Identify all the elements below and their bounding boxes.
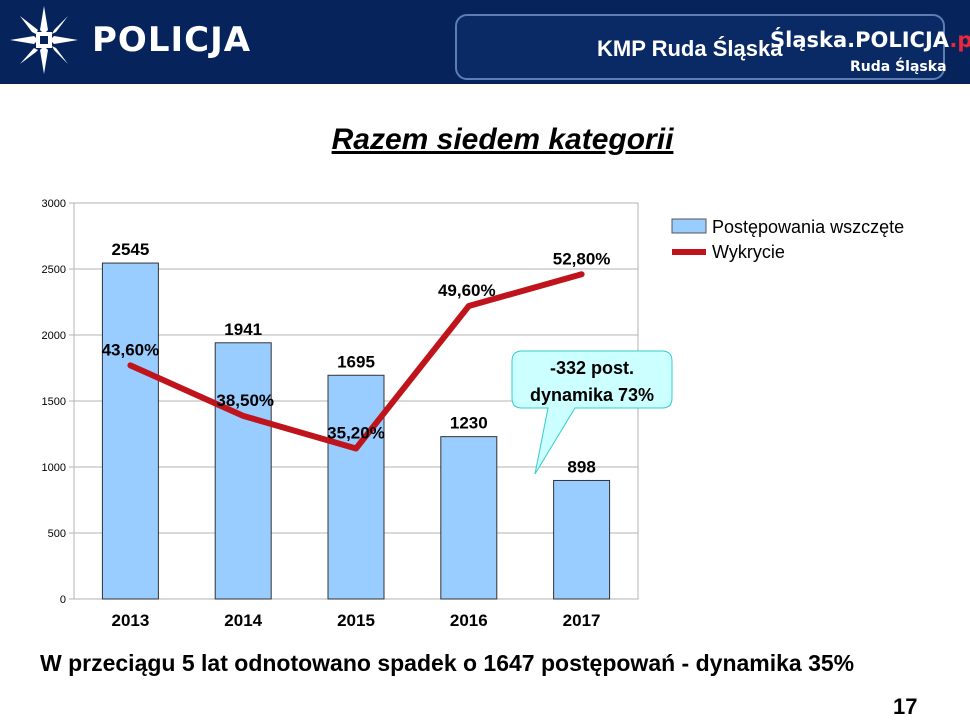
x-tick-label: 2014 bbox=[224, 611, 262, 630]
site-name-tld: .pl bbox=[949, 28, 970, 52]
line-value-label: 43,60% bbox=[102, 340, 160, 359]
y-tick-label: 0 bbox=[60, 594, 66, 606]
x-tick-label: 2013 bbox=[111, 611, 149, 630]
unit-name: KMP Ruda Śląska bbox=[597, 36, 783, 61]
line-value-label: 35,20% bbox=[327, 424, 385, 443]
site-subtitle: Ruda Śląska bbox=[850, 59, 947, 75]
logo-text: POLICJA bbox=[92, 20, 252, 60]
footer-summary: W przeciągu 5 lat odnotowano spadek o 16… bbox=[40, 650, 855, 676]
bar-value-label: 1695 bbox=[337, 352, 375, 371]
y-tick-label: 1000 bbox=[42, 462, 66, 474]
legend-label-line: Wykrycie bbox=[712, 242, 785, 262]
police-star-icon bbox=[10, 6, 78, 74]
site-name-main: Śląska.POLICJA bbox=[770, 28, 950, 52]
callout-bubble bbox=[511, 350, 673, 475]
y-tick-label: 2000 bbox=[42, 330, 66, 342]
y-tick-label: 1500 bbox=[42, 396, 66, 408]
x-tick-label: 2016 bbox=[450, 611, 488, 630]
legend-label-bar: Postępowania wszczęte bbox=[712, 217, 904, 237]
bar bbox=[327, 374, 385, 600]
line-value-label: 38,50% bbox=[216, 391, 274, 410]
slide-title: Razem siedem kategorii bbox=[331, 123, 674, 156]
bar bbox=[101, 262, 159, 600]
legend-swatch-bar bbox=[671, 218, 707, 234]
bar-value-label: 1230 bbox=[450, 414, 488, 433]
header-box bbox=[455, 14, 945, 80]
x-tick-label: 2017 bbox=[563, 611, 601, 630]
bar-value-label: 1941 bbox=[224, 320, 262, 339]
bar-value-label: 2545 bbox=[111, 240, 149, 259]
x-tick-label: 2015 bbox=[337, 611, 375, 630]
callout-line-1: -332 post. bbox=[550, 358, 634, 378]
y-tick-label: 2500 bbox=[42, 264, 66, 276]
callout-line-2: dynamika 73% bbox=[530, 385, 654, 405]
wykrycie-line bbox=[127, 271, 585, 452]
line-value-label: 49,60% bbox=[438, 281, 496, 300]
page-number: 17 bbox=[893, 694, 918, 719]
bar bbox=[553, 479, 611, 600]
bar-value-label: 898 bbox=[567, 457, 595, 476]
bar bbox=[440, 436, 498, 600]
header-bar: POLICJA KMP Ruda Śląska Śląska.POLICJA.p… bbox=[0, 0, 970, 84]
callout: -332 post. dynamika 73% bbox=[511, 350, 673, 475]
line-value-label: 52,80% bbox=[553, 249, 611, 268]
y-tick-label: 3000 bbox=[42, 198, 66, 210]
y-tick-label: 500 bbox=[48, 528, 66, 540]
bar bbox=[214, 342, 272, 600]
legend: Postępowania wszczęte Wykrycie bbox=[671, 217, 904, 262]
site-name: Śląska.POLICJA.pl bbox=[770, 28, 970, 52]
